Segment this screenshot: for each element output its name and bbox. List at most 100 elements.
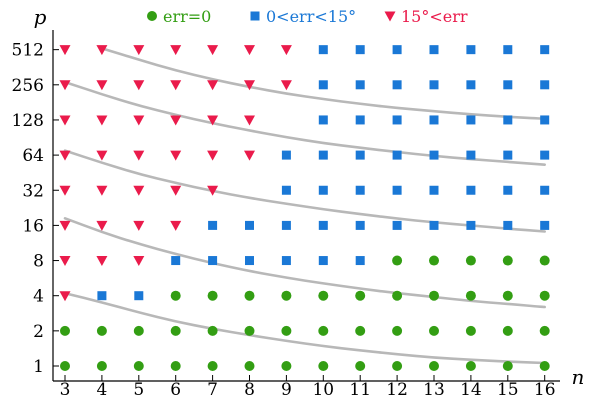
x-tick-label: 4 [96,380,107,398]
x-axis-label: n [572,365,585,389]
data-point [318,45,328,55]
axes [52,30,560,382]
data-point [244,115,255,126]
data-point [170,361,181,371]
y-tick-label: 1 [33,357,44,377]
data-point [244,361,255,371]
data-point [281,290,292,301]
data-point [207,361,218,371]
x-tick-label: 3 [60,380,71,398]
data-point [280,45,292,56]
data-point [59,80,71,91]
y-tick-label: 8 [33,252,44,272]
data-point [207,150,219,161]
data-point [97,291,107,301]
data-point [429,185,439,195]
data-point [281,150,291,160]
x-ticks: 3 4 5 6 7 8 9 10 11 12 13 14 15 16 [60,375,556,398]
data-point [133,325,144,336]
data-point [540,115,550,125]
data-point [392,361,403,371]
data-point [170,45,182,56]
data-point [503,45,513,55]
data-point [539,290,550,301]
data-point [318,150,328,160]
x-tick-label: 7 [207,380,218,398]
data-point [96,256,108,267]
x-tick-label: 11 [349,380,371,398]
data-point [429,115,439,125]
data-point [133,115,145,126]
legend-marker [250,11,260,21]
data-point [170,220,182,231]
data-point [503,115,513,125]
data-point [59,185,71,196]
y-tick-label: 16 [22,216,44,236]
data-point [96,361,107,371]
data-point [392,45,402,55]
data-point [208,220,218,230]
data-point [318,325,329,336]
data-point [540,80,550,90]
data-point [392,115,402,125]
data-point [244,150,255,161]
x-tick-label: 6 [170,380,181,398]
data-point [502,361,513,371]
y-axis-label: p [34,5,47,29]
data-point [133,80,145,91]
data-point [133,361,144,371]
data-point [133,256,145,267]
data-point [318,115,328,125]
data-point [429,361,439,371]
data-point [465,255,476,266]
legend-marker [147,11,157,21]
data-point [355,150,365,160]
data-point [208,256,218,266]
x-tick-label: 14 [460,380,482,398]
legend-label: 0<err<15° [266,7,356,26]
data-point [207,115,219,126]
data-point [355,220,365,230]
data-point [59,291,71,302]
legend-label: err=0 [163,7,211,26]
data-point [318,80,328,90]
data-point [392,150,402,160]
data-point [207,185,219,196]
data-point [466,220,476,230]
data-point [539,361,550,371]
data-point [392,290,403,301]
data-point [318,290,329,301]
boundary-curve-2 [63,217,547,309]
data-point [96,325,107,336]
data-point [60,361,70,371]
x-tick-label: 16 [534,380,556,398]
data-point [466,45,476,55]
data-point [96,220,108,231]
y-tick-label: 4 [33,287,44,307]
data-point [281,325,292,336]
boundary-curve-1 [63,291,547,365]
data-point [170,150,182,161]
data-point [244,325,255,336]
data-point [96,80,108,91]
data-point [60,325,70,336]
x-tick-label: 8 [244,380,255,398]
data-point [392,255,403,266]
data-point [429,150,439,160]
data-point [466,150,476,160]
data-point [318,185,328,195]
data-point [281,185,291,195]
boundary-curve-5 [100,47,547,121]
data-point [429,290,439,301]
data-point [244,290,255,301]
data-point [503,185,513,195]
data-point [429,325,439,336]
x-tick-label: 10 [312,380,334,398]
data-point [540,45,550,55]
data-point [244,80,255,91]
data-point [318,220,328,230]
data-point [503,220,513,230]
y-tick-label: 512 [12,41,44,61]
data-point [59,256,71,267]
data-point [318,361,329,371]
